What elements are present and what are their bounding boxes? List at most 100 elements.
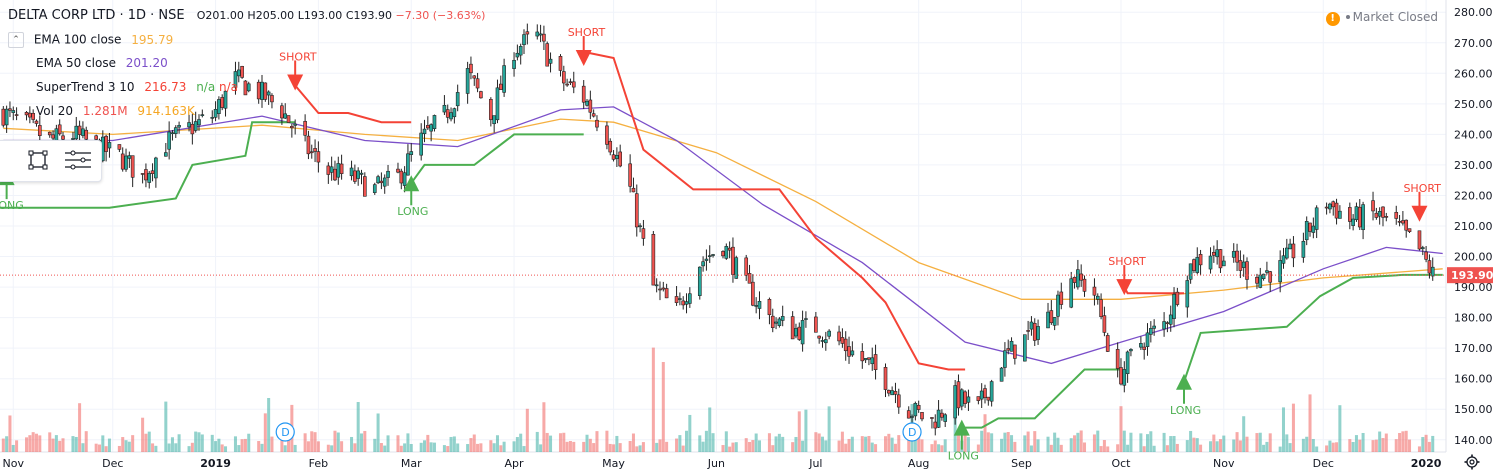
volume-bar xyxy=(1162,432,1166,452)
symbol-title[interactable]: DELTA CORP LTD · 1D · NSE xyxy=(8,8,185,23)
volume-bar xyxy=(1119,406,1123,452)
candle-body xyxy=(628,163,632,187)
volume-bar xyxy=(542,402,546,452)
indicator-ema50[interactable]: EMA 50 close 201.20 xyxy=(36,56,168,70)
volume-bar xyxy=(1139,433,1143,452)
candle-body xyxy=(1215,249,1219,258)
volume-bar xyxy=(1421,437,1425,452)
x-tick-label: Dec xyxy=(102,457,123,470)
candle-body xyxy=(814,316,818,333)
candle-body xyxy=(1417,230,1422,250)
candle-body xyxy=(8,108,12,111)
volume-bar xyxy=(708,407,712,452)
volume-bar xyxy=(287,434,291,452)
candle-body xyxy=(1129,349,1133,352)
volume-bar xyxy=(1258,432,1262,452)
volume-bar xyxy=(101,435,105,452)
supertrend-na-1: n/a xyxy=(196,80,216,94)
volume-bar xyxy=(452,436,456,452)
candle-body xyxy=(681,300,686,306)
volume-bar xyxy=(1209,441,1213,452)
volume-bar xyxy=(1023,435,1027,452)
volume-bar xyxy=(767,433,771,452)
candle-body xyxy=(326,165,331,175)
candle-body xyxy=(1092,286,1097,296)
long-signal-arrow xyxy=(953,419,970,436)
x-tick-label: Feb xyxy=(309,457,328,470)
indicator-supertrend[interactable]: SuperTrend 3 10 216.73 n/a n/a xyxy=(36,80,238,94)
candle-body xyxy=(386,170,390,178)
volume-bar xyxy=(582,441,586,452)
candle-body xyxy=(236,69,241,77)
volume-bar xyxy=(588,438,592,452)
candle-body xyxy=(210,117,215,119)
volume-bar xyxy=(734,442,738,452)
candle-body xyxy=(1265,270,1269,273)
rectangle-icon[interactable] xyxy=(27,149,49,171)
candle-body xyxy=(684,301,689,305)
volume-bar xyxy=(442,445,446,452)
x-tick-label: Jul xyxy=(808,457,822,470)
lines-icon[interactable] xyxy=(63,149,93,171)
candle-body xyxy=(1105,335,1110,352)
volume-bar xyxy=(539,444,543,452)
volume-bar xyxy=(628,440,632,452)
volume-bar xyxy=(568,441,572,452)
volume-value: 1.281M xyxy=(82,104,128,118)
indicator-ema100[interactable]: ⌃ EMA 100 close 195.79 xyxy=(8,32,173,48)
drawing-toolbox[interactable] xyxy=(0,140,102,182)
collapse-icon[interactable]: ⌃ xyxy=(8,32,24,48)
candle-body xyxy=(704,258,709,261)
volume-bar xyxy=(549,435,553,452)
candle-body xyxy=(77,125,82,135)
y-tick-label: 260.00 xyxy=(1454,67,1493,80)
volume-bar xyxy=(1245,436,1249,452)
volume-bar xyxy=(635,446,639,452)
indicator-volume[interactable]: Vol 20 1.281M 914.163K xyxy=(36,104,195,118)
candle-body xyxy=(518,46,523,56)
candle-body xyxy=(1119,367,1123,385)
volume-bar xyxy=(1192,437,1196,452)
last-price-label: 193.90 xyxy=(1451,269,1494,282)
long-signal-arrow xyxy=(1175,373,1192,390)
volume-bar xyxy=(698,435,702,452)
short-signal-label: SHORT xyxy=(1403,182,1441,195)
candle-body xyxy=(1407,228,1412,232)
candle-body xyxy=(1281,255,1286,264)
volume-bar xyxy=(827,406,831,452)
volume-bar xyxy=(1006,432,1010,452)
candle-body xyxy=(243,80,248,96)
candle-body xyxy=(1371,200,1375,212)
candle-body xyxy=(535,31,540,37)
candle-body xyxy=(263,82,268,100)
volume-bar xyxy=(78,403,82,452)
candle-body xyxy=(1056,294,1060,317)
candle-body xyxy=(893,391,898,395)
volume-bar xyxy=(1122,430,1126,452)
volume-bar xyxy=(608,443,612,452)
candle-body xyxy=(545,43,550,67)
candle-body xyxy=(154,157,158,179)
gear-icon[interactable] xyxy=(1464,454,1480,470)
candle-body xyxy=(1036,326,1040,340)
volume-bar xyxy=(1268,433,1272,452)
volume-bar xyxy=(1325,445,1329,452)
volume-bar xyxy=(1424,434,1428,452)
candle-body xyxy=(1301,240,1306,258)
volume-bar xyxy=(515,437,519,452)
volume-bar xyxy=(237,445,241,452)
volume-bar xyxy=(1199,444,1203,452)
volume-bar xyxy=(535,431,539,452)
volume-bar xyxy=(817,433,821,452)
warning-icon[interactable]: ! xyxy=(1325,12,1340,26)
candle-body xyxy=(867,357,871,360)
supertrend-up-line xyxy=(0,121,296,209)
volume-bar xyxy=(558,433,562,452)
candle-body xyxy=(1145,332,1150,347)
candle-body xyxy=(164,152,168,157)
candle-body xyxy=(707,255,712,258)
y-tick-label: 170.00 xyxy=(1454,342,1493,355)
candle-body xyxy=(1152,325,1156,329)
volume-bar xyxy=(1215,441,1219,452)
